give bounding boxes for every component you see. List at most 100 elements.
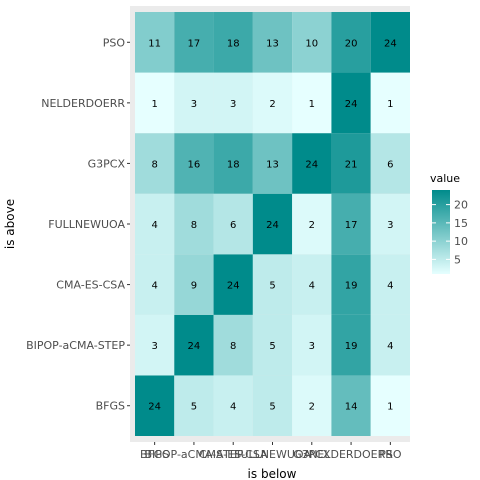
y-tick-label: BFGS [96, 400, 125, 413]
cell-value-label: 4 [387, 281, 393, 292]
cell-value-label: 3 [387, 220, 393, 231]
legend-tick-label: 20 [454, 199, 468, 212]
cell-value-label: 16 [188, 159, 201, 170]
cell-value-label: 13 [266, 159, 279, 170]
x-tick-label: CMA-ES-CSA [199, 448, 268, 461]
y-tick-label: FULLNEWUOA [48, 218, 125, 231]
heatmap-cell [252, 193, 293, 255]
cell-value-label: 6 [230, 220, 236, 231]
heatmap-cell [292, 254, 332, 315]
heatmap-cell [174, 12, 214, 73]
heatmap-cell [174, 314, 214, 376]
heatmap-cell [370, 375, 410, 436]
legend-colorbar [432, 190, 450, 274]
heatmap-cell [213, 193, 253, 255]
heatmap-cell [252, 12, 293, 73]
heatmap-cell [370, 133, 410, 194]
cell-value-label: 11 [148, 38, 161, 49]
cell-value-label: 14 [345, 402, 358, 413]
heatmap-cell [331, 72, 371, 134]
heatmap-cell [370, 193, 410, 255]
legend-tick-label: 15 [454, 217, 468, 230]
heatmap-cell [135, 375, 175, 436]
cell-value-label: 21 [345, 159, 358, 170]
cell-value-label: 3 [151, 341, 157, 352]
heatmap-cell [213, 254, 253, 315]
cell-value-label: 8 [151, 159, 157, 170]
cell-value-label: 13 [266, 38, 279, 49]
y-axis-title: is above [3, 199, 17, 249]
cell-value-label: 19 [345, 281, 358, 292]
cell-value-label: 5 [269, 281, 275, 292]
heatmap-cell [213, 314, 253, 376]
heatmap-cell [292, 193, 332, 255]
cell-value-label: 19 [345, 341, 358, 352]
cell-value-label: 2 [309, 220, 315, 231]
heatmap-cell [135, 12, 175, 73]
y-tick-label: G3PCX [88, 157, 126, 170]
heatmap-cell [135, 254, 175, 315]
cell-value-label: 6 [387, 159, 393, 170]
x-tick-label: FULLNEWUOA [234, 448, 311, 461]
x-axis-title: is below [248, 467, 297, 480]
x-tick-label: BIPOP-aCMA-STEP [144, 448, 243, 461]
cell-value-label: 8 [230, 341, 236, 352]
cell-value-label: 1 [151, 99, 157, 110]
cell-value-label: 2 [309, 402, 315, 413]
heatmap-cell [370, 254, 410, 315]
cell-value-label: 24 [305, 159, 318, 170]
cell-value-label: 18 [227, 159, 240, 170]
heatmap-cell [135, 314, 175, 376]
heatmap-cell [213, 375, 253, 436]
cell-value-label: 1 [387, 99, 393, 110]
heatmap-cell [292, 375, 332, 436]
heatmap-cells [135, 12, 410, 436]
cell-value-label: 24 [345, 99, 358, 110]
y-tick-label: CMA-ES-CSA [56, 279, 125, 292]
heatmap-cell [292, 12, 332, 73]
cell-value-label: 20 [345, 38, 358, 49]
heatmap-cell [135, 133, 175, 194]
heatmap-cell [213, 72, 253, 134]
legend-tick-label: 5 [454, 253, 461, 266]
cell-value-label: 4 [230, 402, 236, 413]
heatmap-cell [331, 254, 371, 315]
heatmap-cell [331, 314, 371, 376]
heatmap-cell [174, 254, 214, 315]
cell-value-label: 1 [309, 99, 315, 110]
cell-value-label: 3 [191, 99, 197, 110]
cell-value-label: 1 [387, 402, 393, 413]
legend: value 5 10 15 20 [430, 172, 468, 274]
heatmap-cell-labels: 24 5 4 5 2 14 13 24 8 5 3 19 44 9 24 5 4 19 44 8 6 24 2 17 38 16 1… [148, 38, 396, 412]
x-tick-label: NELDERDOERR [309, 448, 393, 461]
cell-value-label: 10 [305, 38, 318, 49]
heatmap-cell [213, 12, 253, 73]
legend-ticks: 5 10 15 20 [432, 199, 468, 266]
heatmap-cell [135, 193, 175, 255]
heatmap-cell [292, 133, 332, 194]
heatmap-cell [252, 133, 293, 194]
cell-value-label: 5 [269, 402, 275, 413]
x-tick-label: G3PCX [293, 448, 331, 461]
heatmap-cell [213, 133, 253, 194]
heatmap-cell [292, 72, 332, 134]
cell-value-label: 24 [148, 402, 161, 413]
heatmap-cell [370, 72, 410, 134]
cell-value-label: 24 [227, 281, 240, 292]
heatmap-cell [135, 72, 175, 134]
heatmap-cell [292, 314, 332, 376]
cell-value-label: 24 [384, 38, 397, 49]
x-tick-label: BFGS [140, 448, 169, 461]
y-tick-label: PSO [103, 36, 126, 49]
cell-value-label: 9 [191, 281, 197, 292]
cell-value-label: 18 [227, 38, 240, 49]
heatmap-cell [370, 314, 410, 376]
heatmap-cell [370, 12, 410, 73]
y-tick-label: BIPOP-aCMA-STEP [26, 339, 125, 352]
legend-title: value [430, 172, 460, 185]
heatmap-cell [252, 375, 293, 436]
y-tick-label: NELDERDOERR [41, 97, 125, 110]
cell-value-label: 24 [266, 220, 279, 231]
cell-value-label: 3 [230, 99, 236, 110]
